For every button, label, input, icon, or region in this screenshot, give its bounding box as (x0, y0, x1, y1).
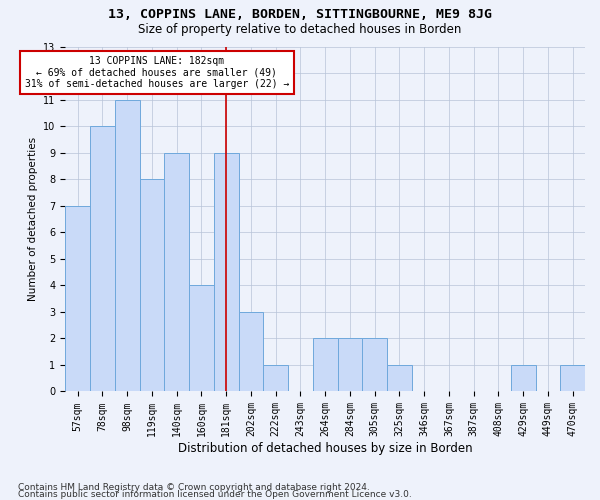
Bar (511, 365, 536, 392)
Text: Size of property relative to detached houses in Borden: Size of property relative to detached ho… (139, 22, 461, 36)
Text: 13 COPPINS LANE: 182sqm
← 69% of detached houses are smaller (49)
31% of semi-de: 13 COPPINS LANE: 182sqm ← 69% of detache… (25, 56, 289, 89)
Bar (239, 312, 263, 392)
Text: Contains public sector information licensed under the Open Government Licence v3: Contains public sector information licen… (18, 490, 412, 499)
Text: Contains HM Land Registry data © Crown copyright and database right 2024.: Contains HM Land Registry data © Crown c… (18, 484, 370, 492)
Bar (387, 365, 412, 392)
Bar (560, 365, 585, 392)
Bar (115, 100, 140, 392)
X-axis label: Distribution of detached houses by size in Borden: Distribution of detached houses by size … (178, 442, 472, 455)
Bar (338, 338, 362, 392)
Bar (65, 206, 90, 392)
Bar (189, 286, 214, 392)
Bar (362, 338, 387, 392)
Y-axis label: Number of detached properties: Number of detached properties (28, 137, 38, 301)
Bar (313, 338, 338, 392)
Bar (214, 152, 239, 392)
Bar (164, 152, 189, 392)
Bar (263, 365, 288, 392)
Bar (90, 126, 115, 392)
Bar (140, 179, 164, 392)
Text: 13, COPPINS LANE, BORDEN, SITTINGBOURNE, ME9 8JG: 13, COPPINS LANE, BORDEN, SITTINGBOURNE,… (108, 8, 492, 20)
